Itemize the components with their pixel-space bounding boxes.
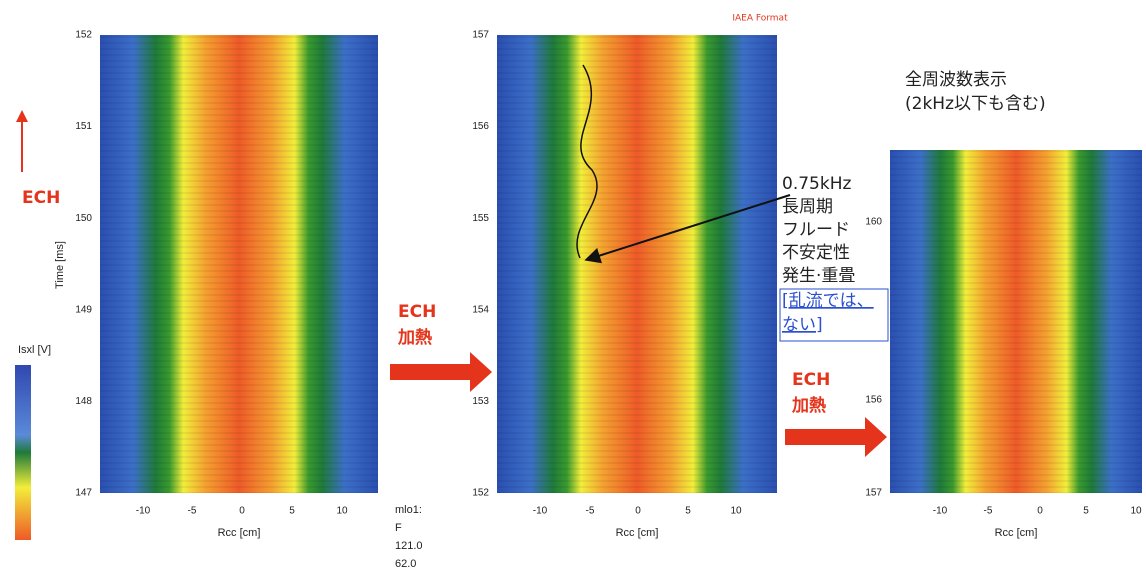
x-tick-label: 0 [1037, 506, 1043, 517]
ech-label: ECH [22, 188, 60, 208]
ech-heat-label: 加熱 [397, 327, 432, 348]
x-axis-label: Rcc [cm] [616, 527, 659, 539]
x-tick-label: 10 [1130, 506, 1142, 517]
x-tick-label: 0 [239, 506, 245, 517]
y-tick-label: 152 [472, 488, 489, 499]
x-tick-label: 5 [289, 506, 295, 517]
shot-info: mlo1: [395, 504, 422, 516]
y-tick-label: 157 [865, 488, 882, 499]
y-tick-label: 148 [75, 396, 92, 407]
x-tick-label: 0 [635, 506, 641, 517]
heat-arrow [785, 417, 887, 457]
x-axis-label: Rcc [cm] [218, 527, 261, 539]
x-tick-label: -5 [984, 506, 993, 517]
freq-note: 全周波数表示 [905, 70, 1007, 90]
y-axis-label: Time [ms] [54, 241, 66, 289]
y-tick-label: 151 [75, 121, 92, 132]
y-tick-label: 155 [472, 213, 489, 224]
y-tick-label: 156 [865, 395, 882, 406]
x-tick-label: 5 [1083, 506, 1089, 517]
heatmap-texture [497, 35, 777, 493]
ech-heat-label: ECH [398, 302, 436, 322]
mode-note: 不安定性 [782, 243, 850, 263]
y-tick-label: 152 [75, 30, 92, 41]
colorbar [15, 365, 31, 540]
turbulence-note: ない] [782, 315, 823, 335]
x-tick-label: -10 [933, 506, 948, 517]
y-tick-label: 153 [472, 396, 489, 407]
y-tick-label: 154 [472, 304, 489, 315]
y-tick-label: 156 [472, 121, 489, 132]
x-tick-label: 10 [730, 506, 742, 517]
y-tick-label: 149 [75, 304, 92, 315]
freq-note: (2kHz以下も含む) [905, 94, 1046, 114]
x-tick-label: 5 [685, 506, 691, 517]
shot-info: 62.0 [395, 558, 416, 570]
heatmap-texture [890, 150, 1142, 493]
shot-info: 121.0 [395, 540, 423, 552]
format-note: IAEA Format [732, 14, 788, 24]
y-tick-label: 150 [75, 213, 92, 224]
shot-info: F [395, 522, 402, 534]
turbulence-note: [乱流では、 [782, 291, 874, 311]
x-tick-label: -10 [533, 506, 548, 517]
x-axis-label: Rcc [cm] [995, 527, 1038, 539]
x-tick-label: -10 [136, 506, 151, 517]
heatmap-texture [100, 35, 378, 493]
y-tick-label: 147 [75, 488, 92, 499]
mode-note: フルード [782, 220, 850, 240]
heat-arrow [390, 352, 492, 392]
colorbar-label: Isxl [V] [18, 344, 51, 356]
x-tick-label: -5 [586, 506, 595, 517]
mode-note: 0.75kHz [782, 174, 851, 194]
ech-heat-label: ECH [792, 370, 830, 390]
figure: 152 151 150 149 148 147 -10 -5 0 5 10 Rcc [cm] Time … [0, 0, 1146, 570]
x-tick-label: 10 [336, 506, 348, 517]
y-tick-label: 157 [472, 30, 489, 41]
x-tick-label: -5 [188, 506, 197, 517]
mode-note: 発生·重畳 [782, 266, 855, 286]
mode-note: 長周期 [782, 197, 833, 217]
ech-heat-label: 加熱 [791, 395, 826, 416]
y-tick-label: 160 [865, 217, 882, 228]
